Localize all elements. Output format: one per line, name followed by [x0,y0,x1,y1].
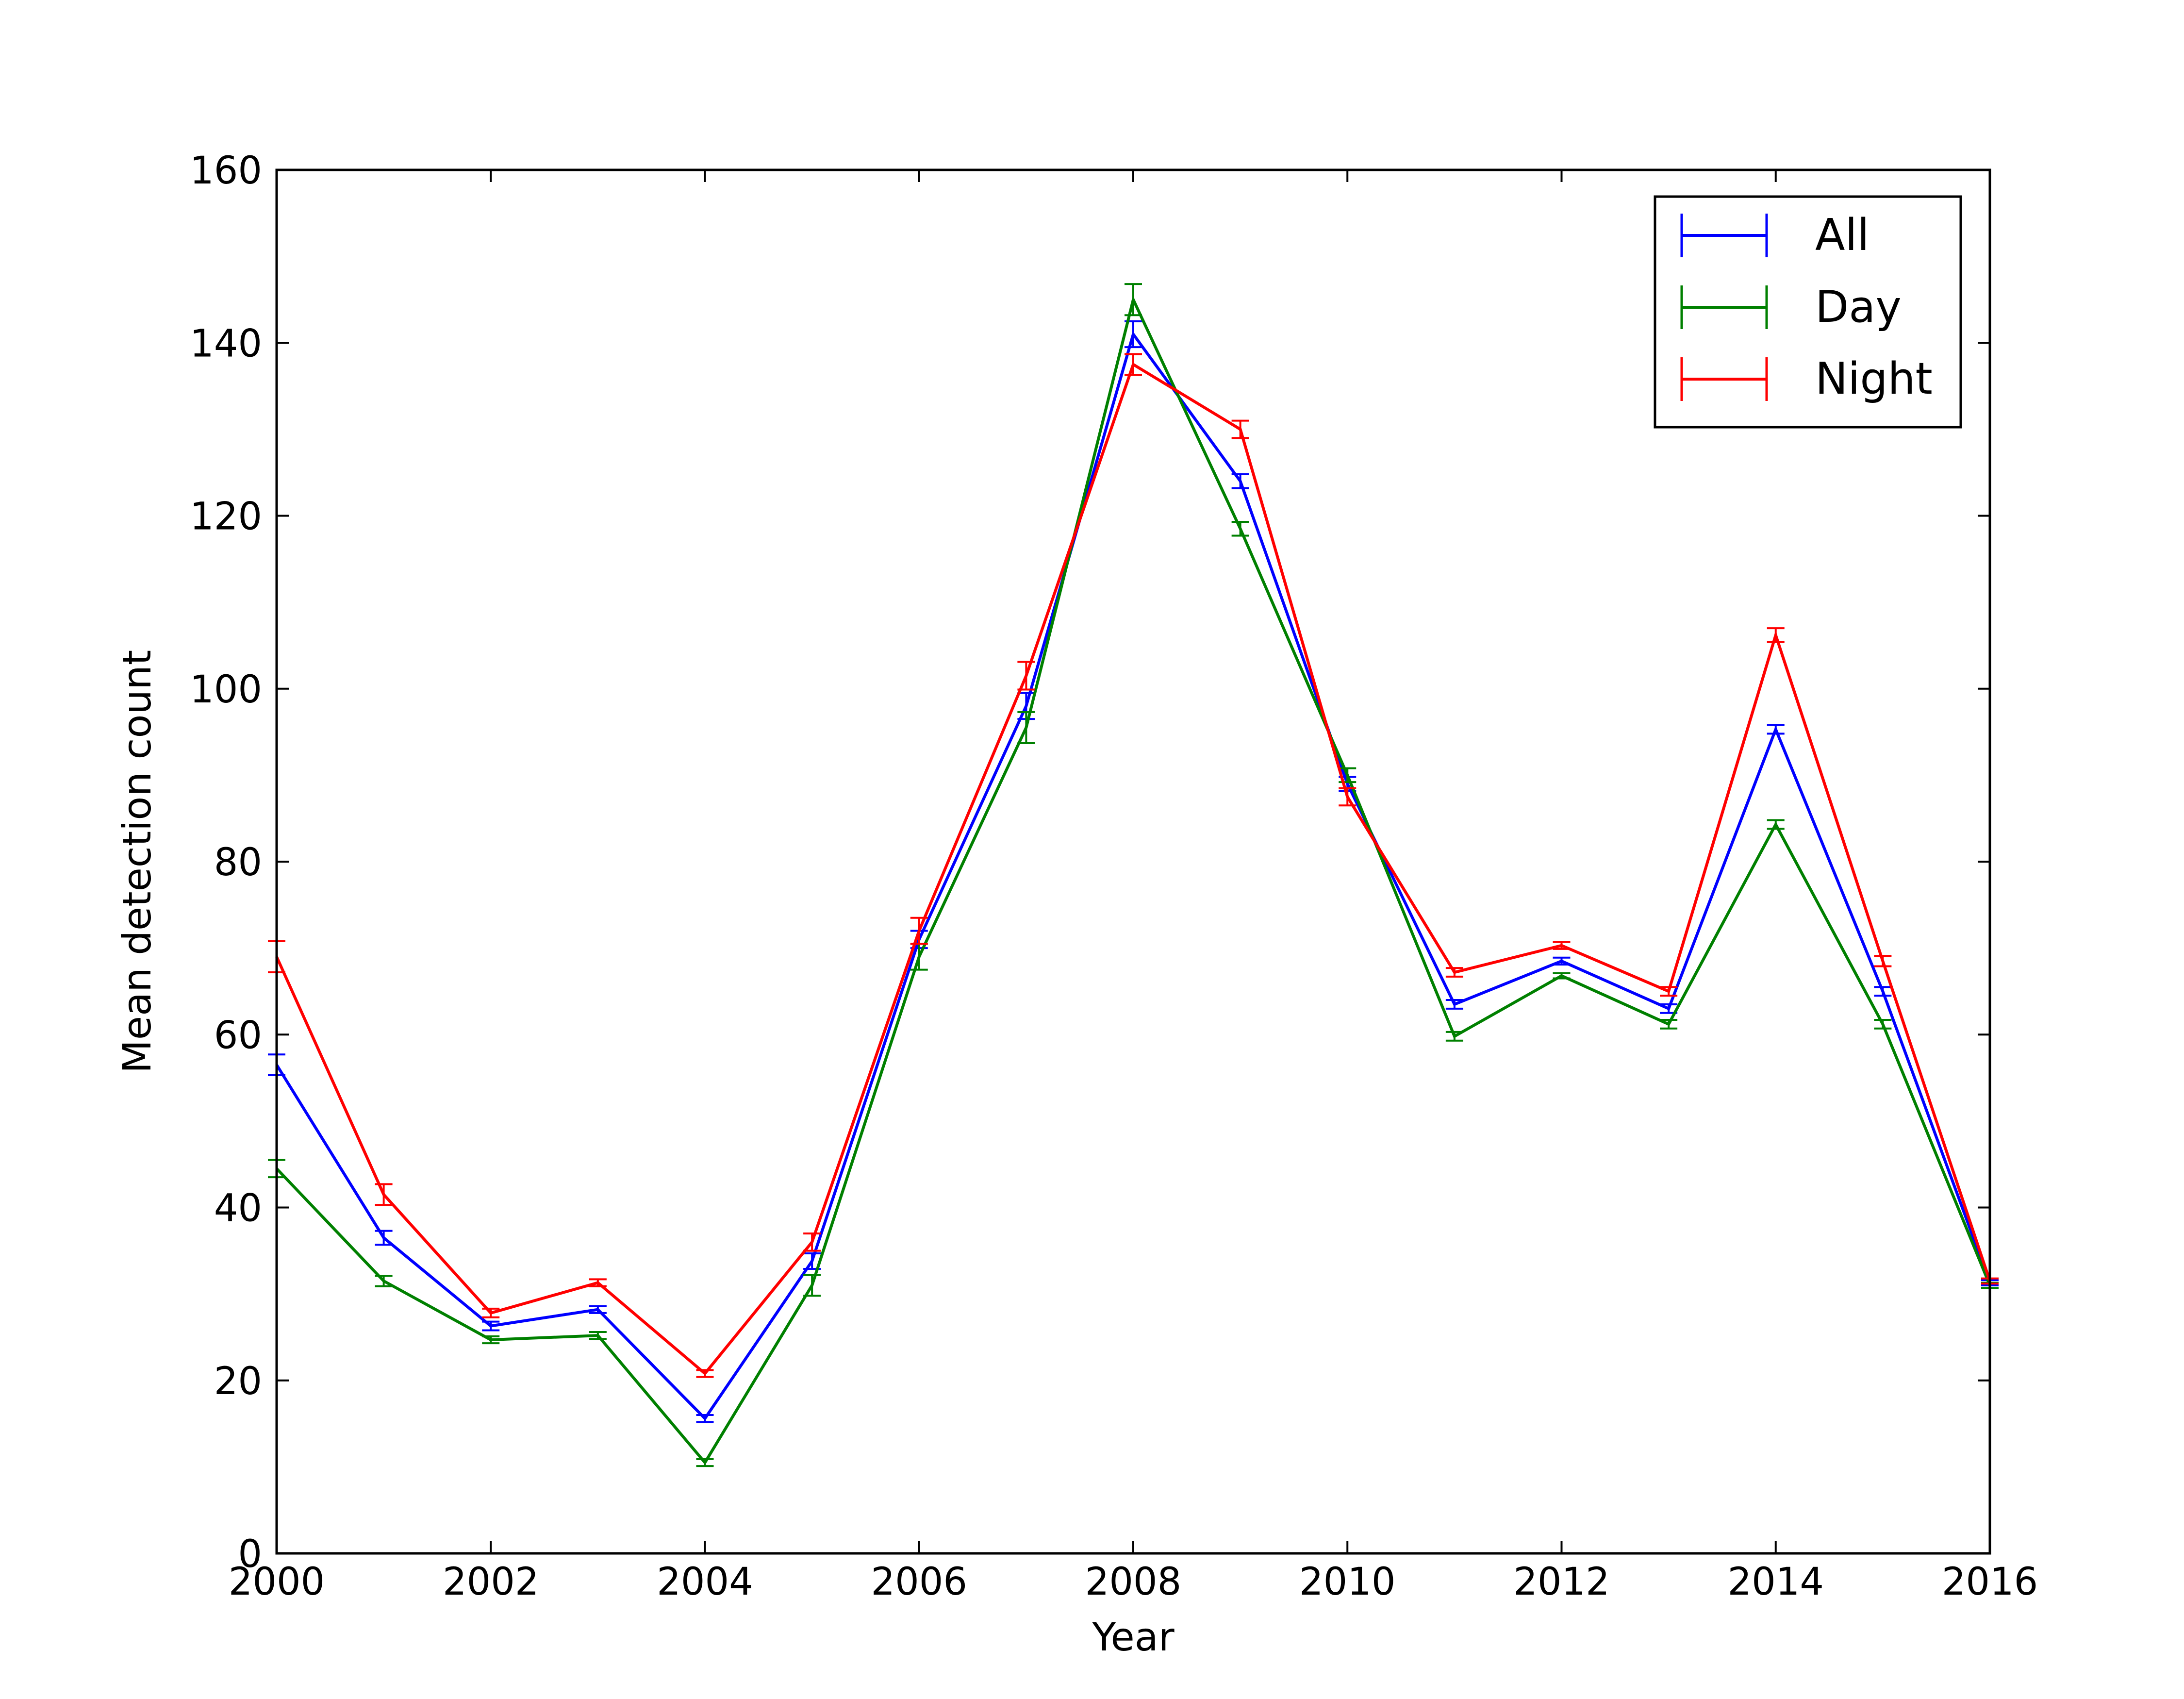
y-axis-label: Mean detection count [115,650,160,1073]
y-tick-label: 140 [190,322,262,366]
series-layer [268,283,1999,1467]
x-axis-label: Year [1092,1615,1174,1660]
legend-entry-all: All [1680,210,1870,261]
x-tick-label: 2002 [443,1560,539,1604]
x-tick-label: 2004 [657,1560,753,1604]
y-tick-label: 40 [214,1187,262,1231]
y-tick-label: 160 [190,149,262,193]
plot-area: 2000 2002 2004 2006 2008 2010 2012 2014 2016 0 20 4… [190,149,2038,1604]
legend-label-night: Night [1815,353,1933,404]
legend-entry-day: Day [1680,282,1902,333]
x-tick-label: 2016 [1942,1560,2038,1604]
legend-entries: All Day Night [1680,210,1933,404]
series-day [268,283,1999,1467]
x-tick-label: 2014 [1727,1560,1824,1604]
y-tick-label: 0 [238,1532,262,1576]
legend-label-all: All [1815,210,1870,261]
legend-label-day: Day [1815,282,1902,333]
y-tick-label: 60 [214,1014,262,1057]
x-tick-label: 2010 [1299,1560,1396,1604]
y-tick-label: 120 [190,495,262,539]
y-tick-label: 100 [190,668,262,712]
x-tick-label: 2006 [871,1560,967,1604]
y-tick-label: 80 [214,841,262,884]
x-tick-label: 2000 [229,1560,325,1604]
x-tick-label: 2008 [1085,1560,1182,1604]
y-tick-label: 20 [214,1360,262,1403]
series-night [268,353,1999,1378]
legend-entry-night: Night [1680,353,1933,404]
legend: All Day Night [1654,195,1962,429]
x-tick-label: 2012 [1513,1560,1610,1604]
ticks-layer: 2000 2002 2004 2006 2008 2010 2012 2014 2016 0 20 4… [190,149,2038,1604]
